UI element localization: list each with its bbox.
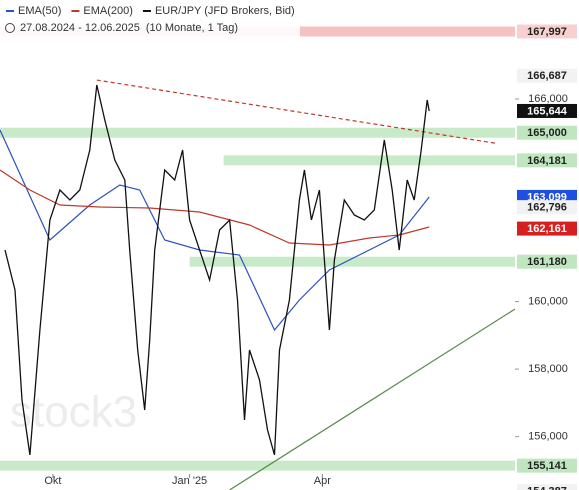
legend-label: EMA(50) <box>18 5 61 17</box>
y-tick-label: 160,000 <box>528 295 568 307</box>
price-label: 161,180 <box>527 256 567 268</box>
legend-label: EMA(200) <box>83 5 133 17</box>
price-label-box <box>517 68 577 83</box>
price-label: 155,141 <box>527 460 567 472</box>
header-bg <box>0 0 300 38</box>
series-line <box>0 169 430 246</box>
zone <box>223 155 515 166</box>
y-tick-label: 158,000 <box>528 363 568 375</box>
price-label-box <box>517 221 577 236</box>
price-label: 165,000 <box>527 127 567 139</box>
price-label: 162,161 <box>527 223 567 235</box>
legend-label: EUR/JPY (JFD Brokers, Bid) <box>155 5 295 17</box>
price-label-box <box>517 200 577 215</box>
period: (10 Monate, 1 Tag) <box>146 22 238 34</box>
zone <box>189 256 515 267</box>
price-label-box <box>517 125 577 140</box>
price-label-box <box>517 153 577 168</box>
clock-icon <box>5 23 15 33</box>
trendline <box>229 308 515 490</box>
x-tick-label: Jan '25 <box>172 475 207 487</box>
trendline <box>96 79 496 144</box>
price-label-box <box>517 484 577 490</box>
x-tick-label: Okt <box>44 475 61 487</box>
price-label: 166,687 <box>527 70 567 82</box>
price-label: 154,387 <box>527 486 567 490</box>
y-tick-label: 166,000 <box>528 93 568 105</box>
zone <box>0 127 515 138</box>
price-label-box <box>517 24 577 39</box>
x-tick-label: Apr <box>314 475 331 487</box>
price-label-box <box>517 254 577 269</box>
price-label: 167,997 <box>527 26 567 38</box>
price-label: 164,181 <box>527 155 567 167</box>
y-tick-label: 156,000 <box>528 431 568 443</box>
price-label: 162,796 <box>527 202 567 214</box>
series-line <box>0 129 430 332</box>
zone <box>0 460 515 471</box>
series-line <box>4 84 430 456</box>
price-label-box <box>517 103 577 118</box>
subtitle: 27.08.2024 - 12.06.2025 <box>20 22 140 34</box>
watermark: stock3 <box>10 388 137 437</box>
price-label-box <box>517 458 577 473</box>
price-label: 165,644 <box>527 105 568 117</box>
